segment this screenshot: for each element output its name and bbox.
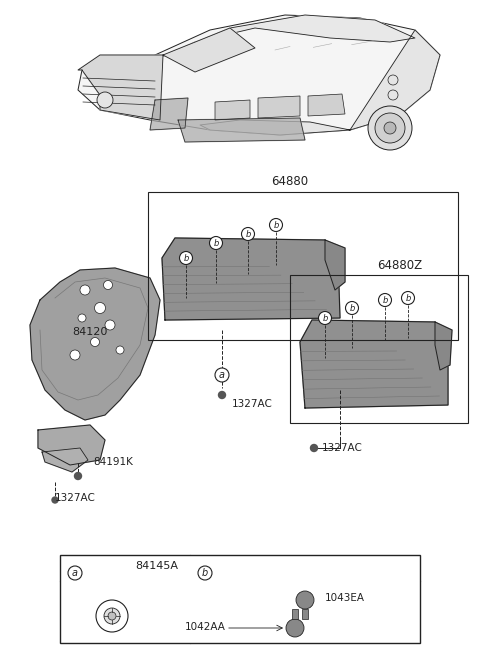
- Circle shape: [97, 92, 113, 108]
- Circle shape: [96, 600, 128, 632]
- Text: b: b: [183, 254, 189, 263]
- Bar: [60, 555, 420, 643]
- Polygon shape: [200, 30, 440, 135]
- Circle shape: [180, 251, 192, 264]
- Circle shape: [269, 218, 283, 232]
- Polygon shape: [78, 55, 163, 120]
- Circle shape: [95, 302, 106, 314]
- Polygon shape: [215, 100, 250, 120]
- Circle shape: [368, 106, 412, 150]
- Polygon shape: [258, 96, 300, 118]
- Text: b: b: [273, 221, 279, 230]
- Text: 64880Z: 64880Z: [377, 259, 422, 272]
- Polygon shape: [160, 15, 415, 58]
- Bar: [292, 609, 298, 619]
- Circle shape: [68, 566, 82, 580]
- Polygon shape: [435, 322, 452, 370]
- Text: a: a: [219, 371, 225, 380]
- Polygon shape: [162, 238, 340, 320]
- Circle shape: [80, 285, 90, 295]
- Polygon shape: [42, 448, 88, 472]
- Bar: [148, 192, 458, 340]
- Text: b: b: [202, 569, 208, 579]
- Polygon shape: [178, 118, 305, 142]
- Text: 1042AA: 1042AA: [185, 622, 226, 632]
- Text: 84145A: 84145A: [135, 561, 178, 571]
- Text: b: b: [245, 230, 251, 239]
- Text: 64880: 64880: [271, 175, 309, 188]
- Polygon shape: [308, 94, 345, 116]
- Circle shape: [116, 346, 124, 354]
- Circle shape: [105, 320, 115, 330]
- Text: b: b: [213, 239, 219, 248]
- Text: a: a: [72, 569, 78, 579]
- Circle shape: [78, 314, 86, 322]
- Text: 84191K: 84191K: [93, 457, 133, 467]
- Text: 1327AC: 1327AC: [232, 399, 273, 409]
- Text: b: b: [322, 314, 328, 323]
- Text: 84120: 84120: [72, 327, 108, 337]
- Polygon shape: [150, 98, 188, 130]
- Circle shape: [70, 350, 80, 360]
- Bar: [302, 609, 308, 619]
- Circle shape: [209, 237, 223, 249]
- Circle shape: [384, 122, 396, 134]
- Circle shape: [375, 113, 405, 143]
- Circle shape: [401, 291, 415, 304]
- Circle shape: [91, 337, 99, 346]
- Text: b: b: [349, 304, 355, 313]
- Circle shape: [104, 281, 112, 289]
- Text: 1043EA: 1043EA: [325, 593, 365, 603]
- Polygon shape: [38, 425, 105, 465]
- Polygon shape: [163, 28, 255, 72]
- Circle shape: [108, 612, 116, 620]
- Circle shape: [104, 608, 120, 624]
- Text: 1327AC: 1327AC: [55, 493, 96, 503]
- Text: b: b: [405, 294, 411, 303]
- Circle shape: [296, 591, 314, 609]
- Text: b: b: [382, 296, 388, 305]
- Polygon shape: [300, 320, 448, 408]
- Circle shape: [346, 302, 359, 314]
- Circle shape: [218, 392, 226, 398]
- Text: 1327AC: 1327AC: [322, 443, 363, 453]
- Circle shape: [319, 312, 332, 325]
- Circle shape: [286, 619, 304, 637]
- Circle shape: [52, 497, 58, 503]
- Circle shape: [311, 445, 317, 451]
- Circle shape: [215, 368, 229, 382]
- Circle shape: [74, 472, 82, 480]
- Circle shape: [379, 293, 392, 306]
- Circle shape: [198, 566, 212, 580]
- Circle shape: [241, 228, 254, 241]
- Polygon shape: [325, 240, 345, 290]
- Polygon shape: [30, 268, 160, 420]
- Bar: [290, 275, 468, 423]
- Polygon shape: [78, 15, 440, 135]
